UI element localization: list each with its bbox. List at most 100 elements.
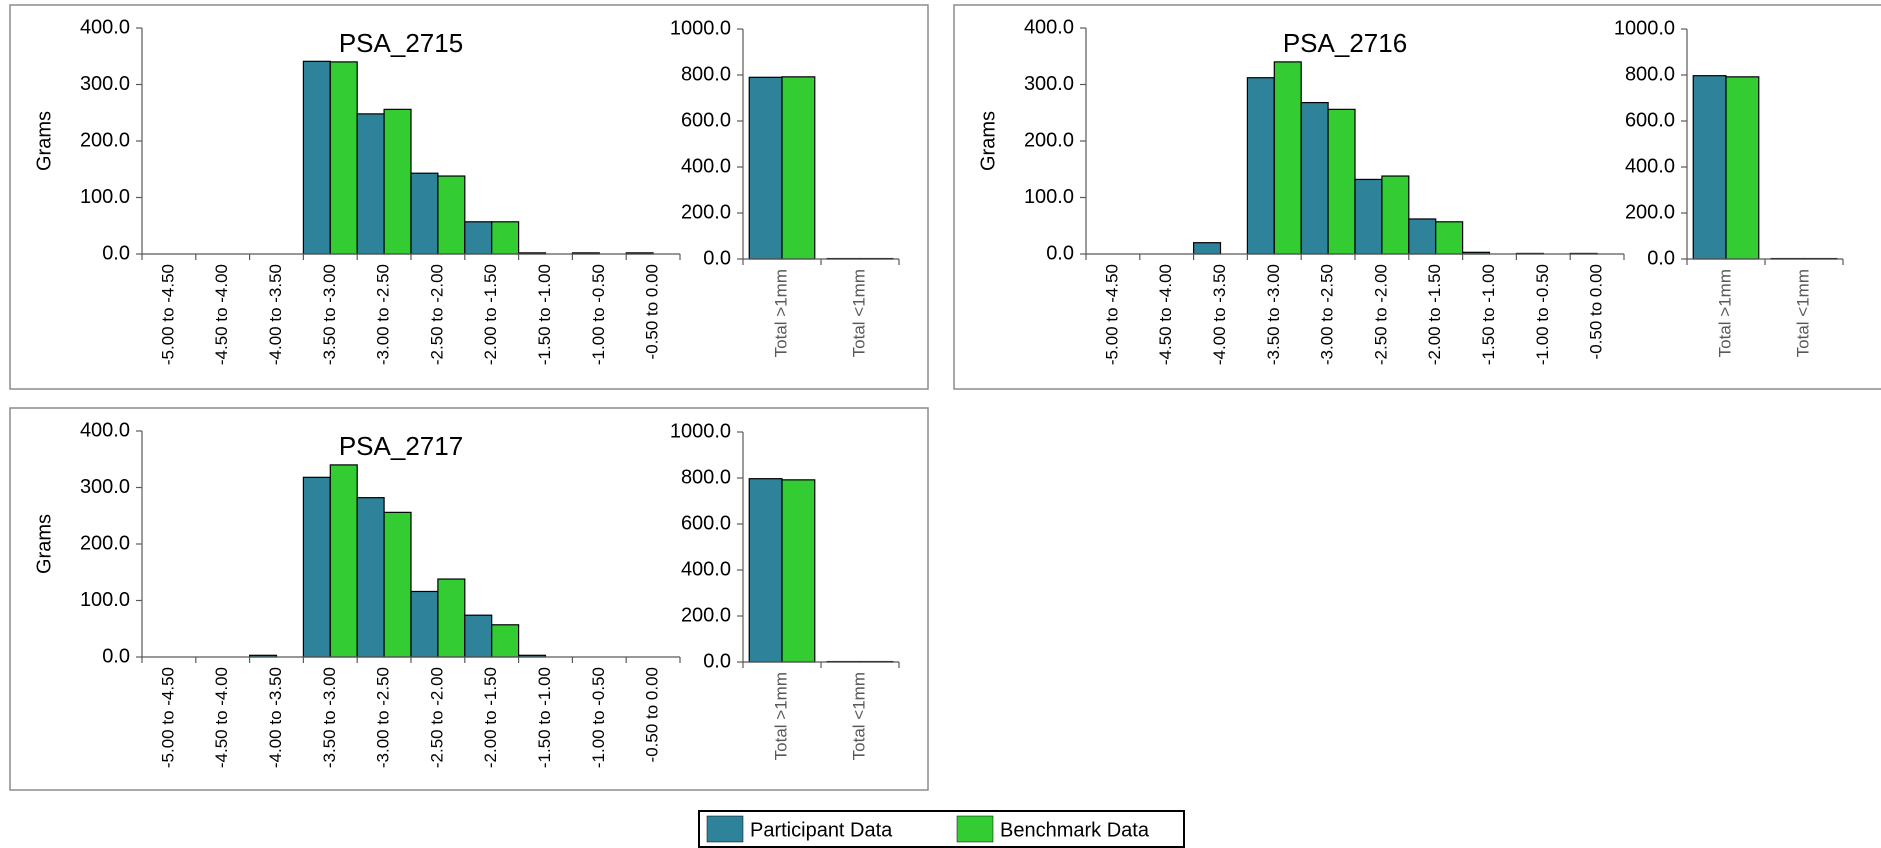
bar (437, 578, 466, 658)
x-tick-label: -0.50 to 0.00 (643, 667, 662, 762)
x-tick-label: -3.00 to -2.50 (374, 667, 393, 768)
x-tick-label: -4.50 to -4.00 (212, 667, 231, 768)
chart-title: PSA_2717 (339, 431, 463, 461)
bar (464, 614, 493, 658)
x-tick-label: -2.50 to -2.00 (1371, 264, 1390, 365)
y-tick-label: 0.0 (703, 650, 731, 672)
x-tick-label: -1.50 to -1.00 (535, 264, 554, 365)
y-axis-label: Grams (33, 514, 55, 574)
y-tick-label: 600.0 (681, 512, 731, 534)
bar (1354, 178, 1383, 255)
main-chart: 0.0 100.0 200.0 300.0 400.0 -5.00 to -4.50 -4.… (33, 16, 681, 365)
bar (302, 476, 331, 658)
y-tick-label: 100.0 (1024, 186, 1074, 208)
bar (383, 511, 412, 658)
bar (464, 221, 493, 255)
bar (781, 479, 816, 663)
legend-swatch (956, 815, 994, 843)
y-tick-label: 0.0 (1046, 242, 1074, 264)
x-tick-label: -0.50 to 0.00 (643, 264, 662, 359)
x-tick-label: -4.50 to -4.00 (212, 264, 231, 365)
legend-swatch (706, 815, 744, 843)
x-tick-label: -1.00 to -0.50 (589, 667, 608, 768)
bar (1327, 108, 1356, 255)
bar (1692, 75, 1727, 260)
legend-label: Benchmark Data (1000, 819, 1150, 841)
y-tick-label: 800.0 (681, 466, 731, 488)
y-tick-label: 0.0 (703, 247, 731, 269)
legend: Participant Data Benchmark Data (698, 810, 1185, 848)
y-tick-label: 100.0 (80, 186, 130, 208)
bar (302, 60, 331, 255)
bar (748, 478, 783, 663)
y-tick-label: 200.0 (80, 129, 130, 151)
y-tick-label: 800.0 (1625, 63, 1675, 85)
x-tick-label: Total <1mm (849, 269, 868, 357)
x-tick-label: Total >1mm (771, 269, 790, 357)
bar (437, 175, 466, 255)
y-tick-label: 0.0 (102, 645, 130, 667)
x-tick-label: Total <1mm (1793, 269, 1812, 357)
x-tick-label: -5.00 to -4.50 (158, 667, 177, 768)
main-chart: 0.0 100.0 200.0 300.0 400.0 -5.00 to -4.50 -4.… (33, 419, 681, 768)
x-tick-label: -5.00 to -4.50 (158, 264, 177, 365)
x-tick-label: -3.50 to -3.00 (320, 667, 339, 768)
bar (1408, 218, 1437, 255)
y-tick-label: 600.0 (1625, 109, 1675, 131)
x-tick-label: -2.50 to -2.00 (427, 667, 446, 768)
bar (1381, 175, 1410, 255)
y-tick-label: 0.0 (1647, 247, 1675, 269)
x-tick-label: -4.00 to -3.50 (1210, 264, 1229, 365)
x-tick-label: -4.00 to -3.50 (266, 667, 285, 768)
bar (1193, 242, 1222, 255)
bar (1300, 101, 1329, 255)
legend-label: Participant Data (750, 819, 893, 841)
y-tick-label: 200.0 (681, 604, 731, 626)
bar (329, 464, 358, 658)
x-tick-label: -1.00 to -0.50 (1533, 264, 1552, 365)
bar (383, 108, 412, 255)
y-tick-label: 400.0 (681, 558, 731, 580)
main-chart: 0.0 100.0 200.0 300.0 400.0 -5.00 to -4.50 -4.… (977, 16, 1625, 365)
x-tick-label: -1.50 to -1.00 (535, 667, 554, 768)
bar (410, 590, 439, 658)
bar (1725, 76, 1760, 260)
y-axis-label: Grams (977, 111, 999, 171)
x-tick-label: -3.00 to -2.50 (374, 264, 393, 365)
x-tick-label: -2.00 to -1.50 (481, 264, 500, 365)
bar (410, 172, 439, 255)
y-tick-label: 300.0 (80, 73, 130, 95)
y-tick-label: 200.0 (1024, 129, 1074, 151)
y-tick-label: 400.0 (681, 155, 731, 177)
bar (781, 76, 816, 260)
bar (329, 61, 358, 255)
x-tick-label: -1.50 to -1.00 (1479, 264, 1498, 365)
bar (1246, 77, 1275, 255)
x-tick-label: -2.50 to -2.00 (427, 264, 446, 365)
bar (356, 113, 385, 255)
y-tick-label: 100.0 (80, 589, 130, 611)
side-chart: 0.0 200.0 400.0 600.0 800.0 1000.0 Total >1mm T… (670, 420, 900, 760)
y-axis-label: Grams (33, 111, 55, 171)
chart-title: PSA_2715 (339, 28, 463, 58)
y-tick-label: 300.0 (80, 476, 130, 498)
bar (491, 624, 520, 658)
x-tick-label: -5.00 to -4.50 (1102, 264, 1121, 365)
x-tick-label: -4.00 to -3.50 (266, 264, 285, 365)
legend-frame (698, 810, 1185, 848)
y-tick-label: 800.0 (681, 63, 731, 85)
y-tick-label: 200.0 (80, 532, 130, 554)
x-tick-label: Total >1mm (1715, 269, 1734, 357)
y-tick-label: 400.0 (80, 419, 130, 441)
x-tick-label: -1.00 to -0.50 (589, 264, 608, 365)
y-tick-label: 400.0 (80, 16, 130, 38)
x-tick-label: -3.00 to -2.50 (1318, 264, 1337, 365)
panel-frame (9, 407, 929, 791)
x-tick-label: -3.50 to -3.00 (1264, 264, 1283, 365)
y-tick-label: 1000.0 (1614, 17, 1675, 39)
bar (1273, 61, 1302, 255)
x-tick-label: Total >1mm (771, 672, 790, 760)
y-tick-label: 300.0 (1024, 73, 1074, 95)
chart-title: PSA_2716 (1283, 28, 1407, 58)
